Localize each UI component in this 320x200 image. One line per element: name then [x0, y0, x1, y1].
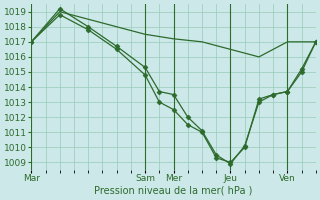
- X-axis label: Pression niveau de la mer( hPa ): Pression niveau de la mer( hPa ): [94, 186, 253, 196]
